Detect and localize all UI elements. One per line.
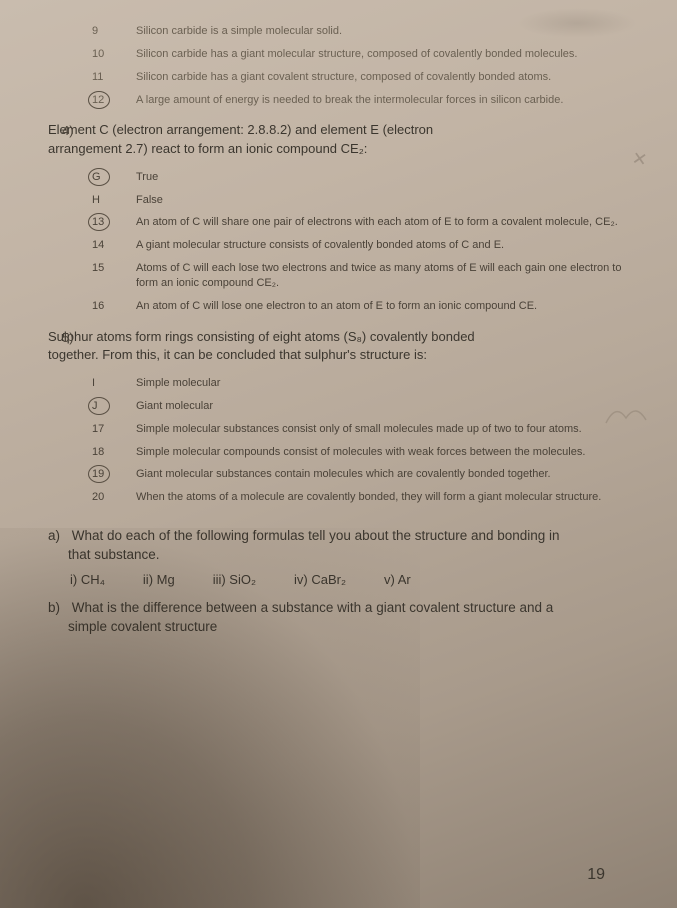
option-number: 9 <box>92 24 136 37</box>
part-b: b) What is the difference between a subs… <box>48 599 641 637</box>
q3-options-block: 9 Silicon carbide is a simple molecular … <box>48 24 641 107</box>
option-letter: H <box>92 193 136 206</box>
part-text: that substance. <box>48 546 160 565</box>
option-row: 12 A large amount of energy is needed to… <box>92 93 641 108</box>
option-number: 14 <box>92 238 136 251</box>
option-row: 13 An atom of C will share one pair of e… <box>92 215 641 230</box>
formula-item: iv) CaBr₂ <box>294 571 346 589</box>
option-number: 15 <box>92 261 136 274</box>
option-text: A large amount of energy is needed to br… <box>136 93 641 108</box>
option-text: True <box>136 170 641 185</box>
option-row: 10 Silicon carbide has a giant molecular… <box>92 47 641 62</box>
option-row: 20 When the atoms of a molecule are cova… <box>92 490 641 505</box>
option-text: Silicon carbide is a simple molecular so… <box>136 24 641 39</box>
option-text: False <box>136 193 641 208</box>
option-text: A giant molecular structure consists of … <box>136 238 641 253</box>
stem-line: Sulphur atoms form rings consisting of e… <box>48 329 475 344</box>
option-row: 15 Atoms of C will each lose two electro… <box>92 261 641 291</box>
stem-line: Element C (electron arrangement: 2.8.8.2… <box>48 122 433 137</box>
option-number-circled: 13 <box>92 215 136 228</box>
option-text: An atom of C will share one pair of elec… <box>136 215 641 230</box>
part-lead: b) <box>48 599 68 618</box>
part-a: a) What do each of the following formula… <box>48 527 641 589</box>
option-row: 17 Simple molecular substances consist o… <box>92 422 641 437</box>
question-4: 4) Element C (electron arrangement: 2.8.… <box>48 121 641 313</box>
formula-item: iii) SiO₂ <box>213 571 256 589</box>
part-text: What is the difference between a substan… <box>72 600 554 615</box>
option-row: G True <box>92 170 641 185</box>
option-text: Silicon carbide has a giant molecular st… <box>136 47 641 62</box>
option-row: 18 Simple molecular compounds consist of… <box>92 445 641 460</box>
formula-item: v) Ar <box>384 571 411 589</box>
q4-options-block: G True H False 13 An atom of C will shar… <box>48 170 641 314</box>
option-number: 18 <box>92 445 136 458</box>
option-number-circled: 19 <box>92 467 136 480</box>
worksheet-page: 9 Silicon carbide is a simple molecular … <box>0 0 677 908</box>
option-text: Silicon carbide has a giant covalent str… <box>136 70 641 85</box>
option-text: Simple molecular <box>136 376 641 391</box>
option-number: 20 <box>92 490 136 503</box>
part-text: simple covalent structure <box>48 618 217 637</box>
option-text: Simple molecular substances consist only… <box>136 422 641 437</box>
option-text: Simple molecular compounds consist of mo… <box>136 445 641 460</box>
option-number: 16 <box>92 299 136 312</box>
page-number: 19 <box>587 866 605 884</box>
option-number-circled: 12 <box>92 93 136 106</box>
option-letter: I <box>92 376 136 389</box>
option-row: 16 An atom of C will lose one electron t… <box>92 299 641 314</box>
q5-options-block: I Simple molecular J Giant molecular 17 … <box>48 376 641 505</box>
formula-item: i) CH₄ <box>70 571 105 589</box>
formula-list: i) CH₄ ii) Mg iii) SiO₂ iv) CaBr₂ v) Ar <box>48 571 641 589</box>
question-number: 5) <box>62 330 74 345</box>
option-number: 17 <box>92 422 136 435</box>
option-number: 10 <box>92 47 136 60</box>
part-text: What do each of the following formulas t… <box>72 528 560 543</box>
option-row: I Simple molecular <box>92 376 641 391</box>
option-text: When the atoms of a molecule are covalen… <box>136 490 641 505</box>
option-text: Giant molecular substances contain molec… <box>136 467 641 482</box>
question-5: 5) Sulphur atoms form rings consisting o… <box>48 328 641 505</box>
option-row: 9 Silicon carbide is a simple molecular … <box>92 24 641 39</box>
option-number: 11 <box>92 70 136 83</box>
option-text: An atom of C will lose one electron to a… <box>136 299 641 314</box>
option-text: Atoms of C will each lose two electrons … <box>136 261 641 291</box>
question-stem: Element C (electron arrangement: 2.8.8.2… <box>48 121 641 157</box>
option-row: 14 A giant molecular structure consists … <box>92 238 641 253</box>
formula-item: ii) Mg <box>143 571 175 589</box>
option-text: Giant molecular <box>136 399 641 414</box>
part-lead: a) <box>48 527 68 546</box>
option-row: 19 Giant molecular substances contain mo… <box>92 467 641 482</box>
option-row: 11 Silicon carbide has a giant covalent … <box>92 70 641 85</box>
stem-line: arrangement 2.7) react to form an ionic … <box>48 141 367 156</box>
option-letter-circled: G <box>92 170 136 183</box>
option-row: J Giant molecular <box>92 399 641 414</box>
option-letter-circled: J <box>92 399 136 412</box>
stem-line: together. From this, it can be concluded… <box>48 347 427 362</box>
option-row: H False <box>92 193 641 208</box>
question-number: 4) <box>62 123 74 138</box>
question-stem: Sulphur atoms form rings consisting of e… <box>48 328 641 364</box>
